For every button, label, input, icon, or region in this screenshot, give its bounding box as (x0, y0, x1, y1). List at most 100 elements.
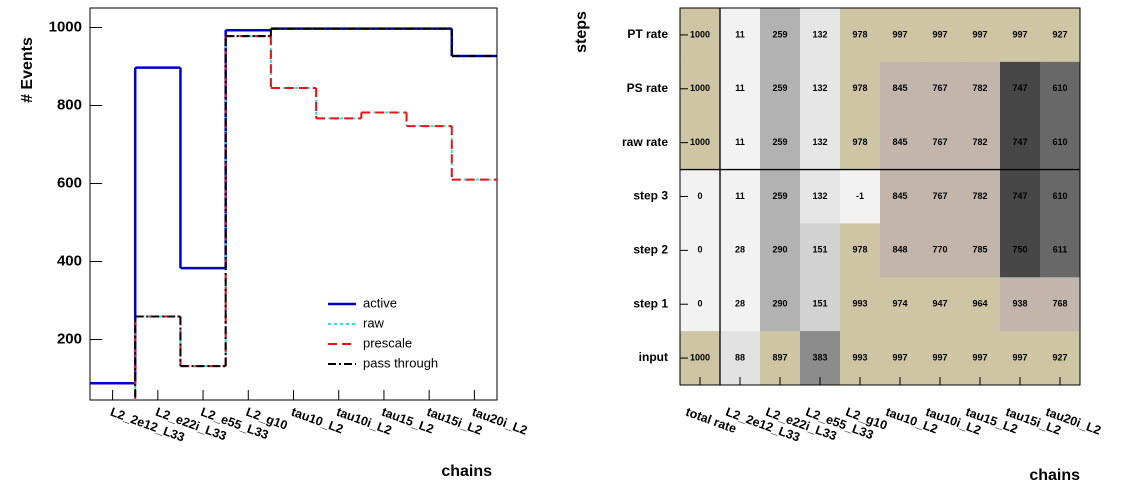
cell-label: 978 (852, 245, 867, 255)
heat-cell (1040, 61, 1081, 117)
cell-label: 767 (932, 83, 947, 93)
heat-cell (880, 115, 921, 171)
heat-cell (760, 277, 801, 332)
cell-label: 259 (772, 83, 787, 93)
heat-cell (1000, 8, 1041, 63)
cell-label: 845 (892, 83, 907, 93)
heat-cell (720, 8, 761, 63)
cell-label: 782 (972, 137, 987, 147)
heat-cell (920, 277, 961, 332)
cell-label: 151 (812, 245, 827, 255)
cell-label: 997 (932, 29, 947, 39)
heat-cell (920, 169, 961, 224)
heat-cell (880, 61, 921, 117)
heat-cell (1040, 331, 1081, 386)
y-tick-label: 400 (57, 253, 82, 270)
heat-cell (720, 169, 761, 224)
cell-label: 997 (892, 352, 907, 362)
cell-label: 28 (735, 245, 745, 255)
y-tick-label: PS rate (627, 81, 669, 95)
cell-label: 132 (812, 191, 827, 201)
heat-cell (760, 223, 801, 278)
heat-cell (1000, 277, 1041, 332)
cell-label: 28 (735, 299, 745, 309)
heat-cell (880, 8, 921, 63)
cell-label: 88 (735, 352, 745, 362)
legend-label: prescale (363, 335, 412, 350)
legend-label: raw (363, 315, 385, 330)
cell-label: 782 (972, 83, 987, 93)
y-tick-label: 200 (57, 331, 82, 348)
heat-cell (1040, 169, 1081, 224)
heat-cell (1000, 223, 1041, 278)
cell-label: 993 (852, 352, 867, 362)
heat-cell (800, 277, 841, 332)
cell-label: 610 (1052, 137, 1067, 147)
heat-cell (960, 331, 1001, 386)
heat-cell (920, 8, 961, 63)
x-axis-title: chains (1029, 467, 1080, 484)
cell-label: 747 (1012, 83, 1027, 93)
x-axis-title: chains (441, 463, 492, 480)
heat-cell (1000, 61, 1041, 117)
heat-cell (1000, 169, 1041, 224)
heat-cell (800, 115, 841, 171)
cell-label: 1000 (690, 352, 710, 362)
legend-label: pass through (363, 355, 438, 370)
cell-label: 151 (812, 299, 827, 309)
y-axis-title: # Events (19, 37, 36, 103)
heat-cell (920, 115, 961, 171)
cell-label: 947 (932, 299, 947, 309)
cell-label: 1000 (690, 137, 710, 147)
cell-label: 1000 (690, 29, 710, 39)
heat-cell (840, 8, 881, 63)
heat-cell (1040, 223, 1081, 278)
cell-label: 897 (772, 352, 787, 362)
cell-label: 927 (1052, 352, 1067, 362)
heat-cell (720, 277, 761, 332)
heat-cell (960, 115, 1001, 171)
cell-label: 997 (1012, 29, 1027, 39)
heat-cell (1000, 331, 1041, 386)
plot-lines (90, 27, 497, 400)
cell-label: 132 (812, 137, 827, 147)
y-tick-label: PT rate (627, 27, 668, 41)
heat-cell (960, 169, 1001, 224)
cell-label: 0 (697, 299, 702, 309)
y-tick-label: step 3 (633, 189, 668, 203)
cell-label: 383 (812, 352, 827, 362)
heat-cell (760, 115, 801, 171)
y-tick-label: raw rate (622, 135, 668, 149)
cell-label: 770 (932, 245, 947, 255)
cell-label: 747 (1012, 137, 1027, 147)
cell-label: 611 (1053, 245, 1068, 255)
heat-cell (960, 223, 1001, 278)
cell-label: 1000 (690, 83, 710, 93)
cell-label: 11 (735, 83, 745, 93)
cell-label: 132 (812, 29, 827, 39)
cell-label: 747 (1012, 191, 1027, 201)
heat-cell (960, 8, 1001, 63)
cell-label: 11 (735, 29, 745, 39)
heat-cell (800, 169, 841, 224)
cell-label: 964 (972, 299, 987, 309)
cell-label: 11 (735, 191, 745, 201)
cell-label: 750 (1012, 245, 1027, 255)
heat-cell (920, 223, 961, 278)
heat-cell (920, 61, 961, 117)
cell-label: 997 (972, 29, 987, 39)
heat-cell (960, 61, 1001, 117)
cell-label: 848 (892, 245, 907, 255)
y-tick-label: 800 (57, 96, 82, 113)
step-chart: # Events chains 2004006008001000L2_2e12_… (19, 7, 529, 480)
heat-cell (760, 169, 801, 224)
heat-cell (840, 61, 881, 117)
cell-label: 997 (972, 352, 987, 362)
heat-cell (880, 223, 921, 278)
heat-cell (800, 8, 841, 63)
heat-cell (1040, 8, 1081, 63)
y-tick-label: step 2 (633, 243, 668, 257)
cell-label: 785 (972, 245, 987, 255)
cell-label: 845 (892, 191, 907, 201)
